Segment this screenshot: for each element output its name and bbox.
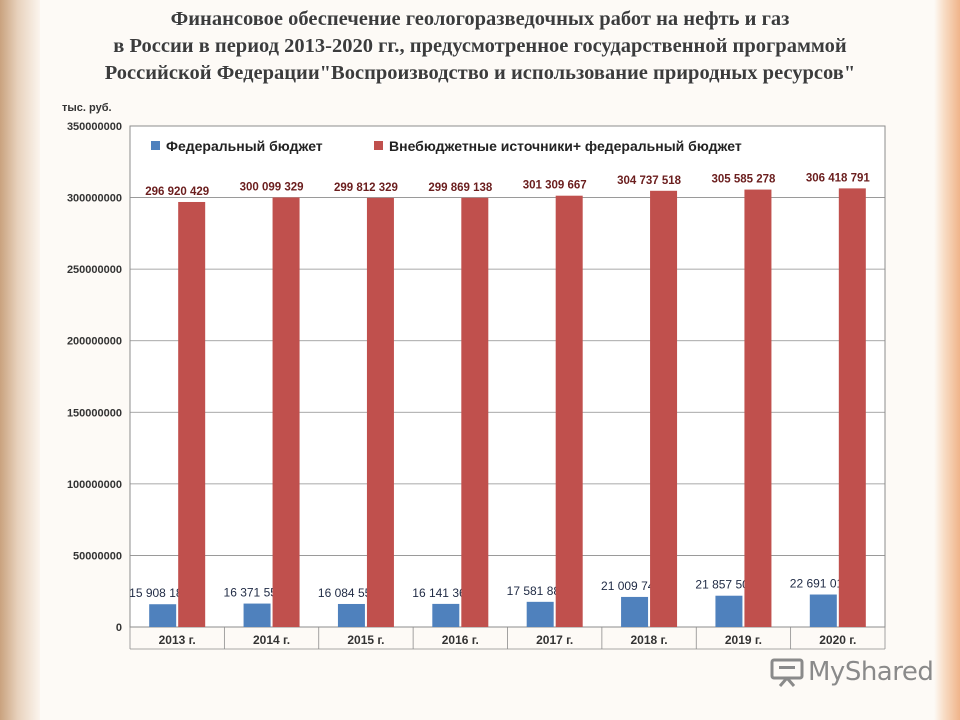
x-tick-label: 2013 г. [159,633,196,647]
bar-federal [432,603,460,627]
legend-label-federal: Федеральный бюджет [166,138,323,154]
data-label-federal: 22 691 013 [790,577,850,591]
bar-federal [337,603,365,627]
y-tick-label: 50000000 [73,550,122,562]
data-label-extrabudget: 299 869 138 [428,182,493,194]
y-tick-label: 150000000 [67,407,122,419]
watermark: MyShared [770,657,934,687]
bar-federal [809,594,837,627]
title-line-1: Финансовое обеспечение геологоразведочны… [170,8,790,30]
legend-label-extrabudget: Внебюджетные источники+ федеральный бюдж… [389,138,742,154]
units-label: тыс. руб. [62,102,112,114]
bar-federal [621,596,649,627]
bar-extrabudget [272,197,300,627]
data-label-federal: 16 141 361 [412,586,472,600]
bar-federal [526,601,554,627]
presentation-icon [770,658,804,687]
data-label-federal: 17 581 889 [507,584,567,598]
x-tick-label: 2016 г. [442,633,479,647]
y-tick-label: 200000000 [67,336,122,348]
x-tick-label: 2019 г. [725,633,762,647]
bar-federal [149,604,177,627]
right-decorative-stripe [934,0,960,720]
x-tick-label: 2015 г. [347,633,384,647]
y-tick-label: 250000000 [67,264,122,276]
legend-swatch-federal [151,141,160,150]
y-tick-label: 100000000 [67,479,122,491]
data-label-extrabudget: 299 812 329 [334,182,398,194]
slide-title: Финансовое обеспечение геологоразведочны… [40,6,920,87]
data-label-federal: 16 371 552 [224,586,284,600]
x-tick-label: 2017 г. [536,633,573,647]
bar-extrabudget [178,201,206,627]
left-decorative-stripe [0,0,40,720]
x-tick-label: 2018 г. [630,633,667,647]
bar-extrabudget [744,189,772,627]
bar-federal [243,603,271,627]
data-label-extrabudget: 296 920 429 [145,186,209,198]
data-label-federal: 21 857 500 [695,578,755,592]
bar-extrabudget [555,195,583,628]
data-label-federal: 16 084 552 [318,586,378,600]
x-tick-label: 2014 г. [253,633,290,647]
data-label-extrabudget: 306 418 791 [806,172,871,184]
y-tick-label: 0 [116,622,122,634]
plot-area [129,125,886,628]
x-tick-label: 2020 г. [819,633,856,647]
bar-extrabudget [838,188,866,627]
bar-extrabudget [650,190,678,627]
y-tick-label: 300000000 [67,193,122,205]
bar-federal [715,595,743,627]
title-line-2: в России в период 2013-2020 гг., предусм… [113,35,847,57]
data-label-extrabudget: 300 099 329 [240,181,304,193]
y-tick-label: 350000000 [67,121,122,133]
data-label-federal: 15 908 186 [129,586,189,600]
data-label-extrabudget: 304 737 518 [617,175,682,187]
data-label-extrabudget: 305 585 278 [711,174,776,186]
data-label-federal: 21 009 740 [601,579,661,593]
watermark-text: MyShared [808,657,934,687]
legend-swatch-extrabudget [374,141,383,150]
data-label-extrabudget: 301 309 667 [523,180,587,192]
bar-extrabudget [461,197,489,628]
title-line-3: Российской Федерации"Воспроизводство и и… [104,62,856,84]
bar-extrabudget [366,197,394,627]
